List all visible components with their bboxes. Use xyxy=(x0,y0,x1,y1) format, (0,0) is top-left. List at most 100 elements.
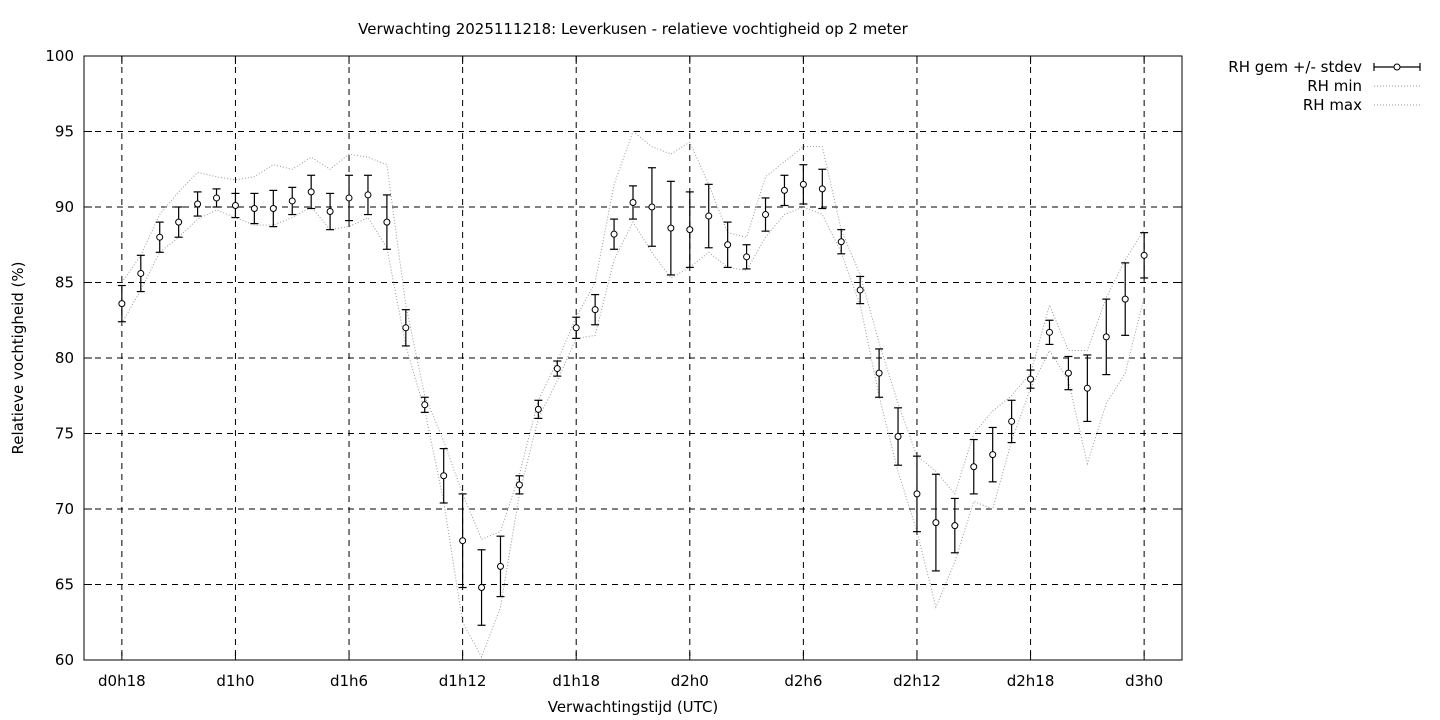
plot-frame xyxy=(83,55,1183,661)
data-point xyxy=(629,185,637,220)
data-point xyxy=(477,549,486,626)
data-point xyxy=(1083,354,1092,423)
mean-point xyxy=(440,472,448,480)
data-point xyxy=(174,206,183,238)
mean-point xyxy=(837,238,845,246)
data-point xyxy=(799,164,808,205)
legend-label: RH gem +/- stdev xyxy=(1228,58,1362,76)
data-point xyxy=(1026,369,1035,389)
y-axis-label: Relatieve vochtigheid (%) xyxy=(9,261,27,454)
x-tick-label: d3h0 xyxy=(1125,672,1163,690)
legend-item: RH min xyxy=(1307,77,1420,95)
data-point xyxy=(950,497,959,554)
data-point xyxy=(439,448,448,504)
data-point xyxy=(780,174,789,207)
data-point xyxy=(742,244,751,270)
legend-swatch-point xyxy=(1393,63,1401,71)
mean-point xyxy=(951,522,959,530)
mean-point xyxy=(175,218,183,226)
data-point xyxy=(1007,399,1016,444)
data-point xyxy=(345,174,354,222)
mean-point xyxy=(856,286,864,294)
mean-point xyxy=(534,405,542,413)
mean-point xyxy=(1045,328,1053,336)
axis-ticks: 60 65 70 75 80 85 90 95 100 d0h18 d1h0 d1h6 d1h12 d1h… xyxy=(45,47,1182,690)
mean-point xyxy=(970,463,978,471)
data-point xyxy=(988,426,997,483)
y-tick-label: 60 xyxy=(55,651,74,669)
data-point xyxy=(326,192,335,231)
mean-point xyxy=(648,203,656,211)
mean-point xyxy=(1140,251,1148,259)
y-tick-label: 90 xyxy=(55,198,74,216)
mean-point xyxy=(989,451,997,459)
data-point xyxy=(382,194,391,250)
data-point xyxy=(931,473,940,572)
data-point xyxy=(117,284,126,323)
mean-point xyxy=(572,324,580,332)
mean-point xyxy=(137,269,145,277)
data-point xyxy=(666,180,675,276)
data-point xyxy=(307,174,316,210)
mean-point xyxy=(231,201,239,209)
mean-point xyxy=(478,584,486,592)
mean-point xyxy=(496,562,504,570)
y-tick-label: 100 xyxy=(45,47,74,65)
x-tick-label: d2h0 xyxy=(671,672,709,690)
data-point xyxy=(212,188,221,208)
data-point xyxy=(1121,262,1130,336)
legend-label: RH min xyxy=(1307,77,1362,95)
y-tick-label: 75 xyxy=(55,425,74,443)
mean-point xyxy=(724,241,732,249)
mean-point xyxy=(459,537,467,545)
data-point xyxy=(401,309,410,347)
data-point xyxy=(704,183,713,249)
data-point xyxy=(875,348,884,398)
y-tick-label: 65 xyxy=(55,576,74,594)
data-point xyxy=(515,475,524,495)
data-point xyxy=(250,192,259,225)
mean-point xyxy=(515,481,523,489)
mean-point xyxy=(364,191,372,199)
data-point xyxy=(837,229,846,255)
y-tick-label: 95 xyxy=(55,123,74,141)
legend-item: RH max xyxy=(1303,96,1420,114)
y-tick-label: 70 xyxy=(55,500,74,518)
legend-item: RH gem +/- stdev xyxy=(1228,58,1421,76)
data-point xyxy=(136,254,145,293)
mean-point xyxy=(402,324,410,332)
y-tick-label: 80 xyxy=(55,349,74,367)
data-point xyxy=(610,218,619,250)
data-point xyxy=(534,399,543,419)
mean-point xyxy=(799,180,807,188)
data-point xyxy=(685,191,694,268)
mean-point xyxy=(156,233,164,241)
chart-title: Verwachting 2025111218: Leverkusen - rel… xyxy=(358,20,909,38)
series-line-rh-max xyxy=(121,130,1145,540)
x-tick-label: d1h6 xyxy=(330,672,368,690)
x-tick-label: d2h12 xyxy=(893,672,941,690)
series xyxy=(117,130,1149,659)
mean-point xyxy=(875,369,883,377)
data-point xyxy=(288,186,297,216)
mean-point xyxy=(269,205,277,213)
mean-point xyxy=(1102,333,1110,341)
mean-point xyxy=(780,186,788,194)
mean-point xyxy=(553,365,561,373)
mean-point xyxy=(1008,417,1016,425)
data-point xyxy=(1064,355,1073,391)
data-point xyxy=(231,192,240,219)
data-point xyxy=(155,221,164,253)
data-point xyxy=(723,221,732,268)
mean-point xyxy=(1027,375,1035,383)
y-tick-label: 85 xyxy=(55,274,74,292)
data-point xyxy=(894,407,903,466)
mean-point xyxy=(667,224,675,232)
x-axis-label: Verwachtingstijd (UTC) xyxy=(548,698,719,716)
x-tick-label: d1h0 xyxy=(216,672,254,690)
mean-point xyxy=(326,208,334,216)
mean-point xyxy=(1083,384,1091,392)
mean-point xyxy=(686,226,694,234)
mean-point xyxy=(818,185,826,193)
mean-point xyxy=(743,253,751,261)
